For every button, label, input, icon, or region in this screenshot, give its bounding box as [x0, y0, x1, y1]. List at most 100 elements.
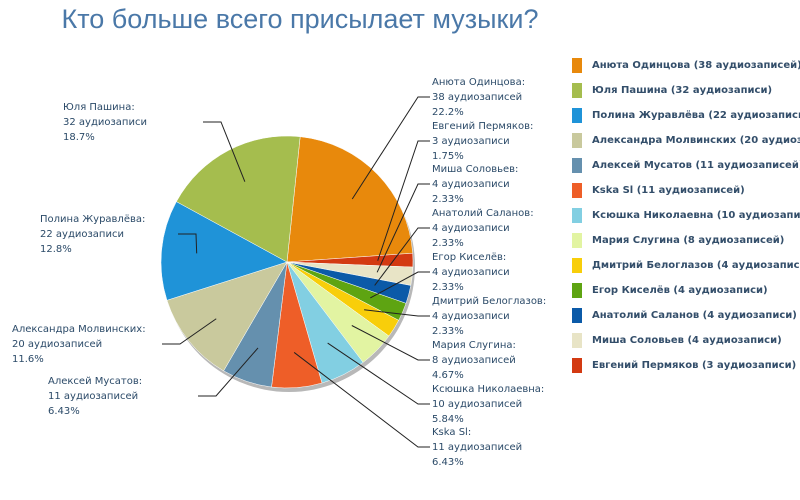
slice-name: Евгений Пермяков	[432, 121, 530, 132]
slice-suffix: :	[138, 376, 143, 387]
legend-item[interactable]: Анюта Одинцова (38 аудиозаписей)	[572, 53, 800, 78]
legend-item[interactable]: Егор Киселёв (4 аудиозаписи)	[572, 278, 800, 303]
slice-suffix: аудиозаписи	[52, 229, 124, 240]
slice-value: 20	[12, 339, 25, 350]
slice-label-percent: 4.67%	[432, 368, 516, 383]
slice-label-percent: 2.33%	[432, 236, 534, 251]
slice-label: Алексей Мусатов: 11 аудиозаписей 6.43%	[48, 374, 142, 419]
slice-label-value: 3 аудиозаписи	[432, 134, 533, 149]
legend-label: Юля Пашина (32 аудиозаписи)	[592, 85, 773, 96]
slice-label: Анюта Одинцова: 38 аудиозаписей 22.2%	[432, 75, 525, 120]
legend-item[interactable]: Мария Слугина (8 аудиозаписей)	[572, 228, 800, 253]
legend-swatch	[572, 58, 582, 73]
slice-suffix: :	[540, 384, 545, 395]
legend-swatch	[572, 233, 582, 248]
slice-label-name: Дмитрий Белоглазов:	[432, 294, 546, 309]
slice-suffix: аудиозаписей	[24, 339, 103, 350]
slice-name: Анюта Одинцова	[432, 77, 522, 88]
legend-item[interactable]: Александра Молвинских (20 аудиозаписей)	[572, 128, 800, 153]
slice-label-value: 20 аудиозаписей	[12, 337, 146, 352]
slice-label-value: 38 аудиозаписей	[432, 90, 525, 105]
slice-label: Евгений Пермяков: 3 аудиозаписи 1.75%	[432, 119, 533, 164]
slice-label: Дмитрий Белоглазов: 4 аудиозаписи 2.33%	[432, 294, 546, 339]
slice-suffix: аудиозаписей	[444, 399, 523, 410]
slice-suffix: аудиозаписи	[438, 179, 510, 190]
slice-label-percent: 6.43%	[48, 404, 142, 419]
slice-suffix: аудиозаписи	[438, 223, 510, 234]
legend-item[interactable]: Kska Sl (11 аудиозаписей)	[572, 178, 800, 203]
legend-swatch	[572, 333, 582, 348]
slice-percent: 2.33%	[432, 194, 464, 205]
legend-label: Алексей Мусатов (11 аудиозаписей)	[592, 160, 800, 171]
slice-label-percent: 11.6%	[12, 352, 146, 367]
slice-suffix: аудиозаписей	[444, 92, 523, 103]
leader-line	[377, 140, 430, 261]
legend-swatch	[572, 158, 582, 173]
legend-item[interactable]: Дмитрий Белоглазов (4 аудиозаписи)	[572, 253, 800, 278]
slice-percent: 11.6%	[12, 354, 44, 365]
pie-slice[interactable]	[160, 201, 288, 301]
slice-percent: 1.75%	[432, 151, 464, 162]
slice-label: Мария Слугина: 8 аудиозаписей 4.67%	[432, 338, 516, 383]
legend-item[interactable]: Юля Пашина (32 аудиозаписи)	[572, 78, 800, 103]
pie-slice[interactable]	[176, 135, 301, 263]
slice-label-value: 4 аудиозаписи	[432, 177, 518, 192]
legend-label: Евгений Пермяков (3 аудиозаписи)	[592, 360, 797, 371]
slice-label-value: 11 аудиозаписей	[432, 440, 522, 455]
slice-suffix: :	[467, 427, 472, 438]
leader-line	[178, 233, 198, 254]
leader-line	[376, 183, 430, 273]
slice-suffix: аудиозаписи	[438, 136, 510, 147]
legend-swatch	[572, 83, 582, 98]
slice-suffix: аудиозаписей	[444, 442, 523, 453]
slice-label-percent: 2.33%	[432, 192, 518, 207]
slice-label-name: Анюта Одинцова:	[432, 75, 525, 90]
slice-name: Полина Журавлёва	[40, 214, 142, 225]
slice-label: Юля Пашина: 32 аудиозаписи 18.7%	[63, 100, 147, 145]
slice-label-percent: 1.75%	[432, 149, 533, 164]
slice-percent: 5.84%	[432, 414, 464, 425]
slice-name: Алексей Мусатов	[48, 376, 139, 387]
slice-label-name: Kska Sl:	[432, 425, 522, 440]
legend-item[interactable]: Евгений Пермяков (3 аудиозаписи)	[572, 353, 800, 378]
slice-suffix: аудиозаписи	[75, 117, 147, 128]
legend-item[interactable]: Анатолий Саланов (4 аудиозаписи)	[572, 303, 800, 328]
legend-swatch	[572, 208, 582, 223]
legend-label: Анюта Одинцова (38 аудиозаписей)	[592, 60, 800, 71]
slice-percent: 6.43%	[48, 406, 80, 417]
pie-slice[interactable]	[286, 136, 413, 263]
slice-percent: 2.33%	[432, 326, 464, 337]
slice-suffix: :	[502, 252, 507, 263]
legend-item[interactable]: Алексей Мусатов (11 аудиозаписей)	[572, 153, 800, 178]
slice-label-name: Юля Пашина:	[63, 100, 147, 115]
legend-label: Миша Соловьев (4 аудиозаписи)	[592, 335, 782, 346]
slice-suffix: аудиозаписей	[60, 391, 139, 402]
slice-value: 32	[63, 117, 76, 128]
legend-label: Полина Журавлёва (22 аудиозаписи)	[592, 110, 800, 121]
pie-slice[interactable]	[166, 261, 288, 372]
slice-label-value: 4 аудиозаписи	[432, 309, 546, 324]
slice-label: Александра Молвинских: 20 аудиозаписей 11.…	[12, 322, 146, 367]
slice-percent: 4.67%	[432, 370, 464, 381]
slice-label: Полина Журавлёва: 22 аудиозаписи 12.8%	[40, 212, 145, 257]
legend-item[interactable]: Ксюшка Николаевна (10 аудиозаписей)	[572, 203, 800, 228]
slice-label-name: Егор Киселёв:	[432, 250, 510, 265]
slice-value: 38	[432, 92, 445, 103]
slice-value: 10	[432, 399, 445, 410]
leader-line	[203, 121, 246, 182]
leader-line	[327, 342, 430, 405]
slice-value: 3	[432, 136, 439, 147]
slice-label: Ксюшка Николаевна: 10 аудиозаписей 5.84%	[432, 382, 544, 427]
leader-line	[351, 325, 430, 361]
slice-suffix: :	[529, 121, 534, 132]
legend-item[interactable]: Миша Соловьев (4 аудиозаписи)	[572, 328, 800, 353]
slice-name: Дмитрий Белоглазов	[432, 296, 543, 307]
slice-label-name: Полина Журавлёва:	[40, 212, 145, 227]
legend-label: Дмитрий Белоглазов (4 аудиозаписи)	[592, 260, 800, 271]
legend-item[interactable]: Полина Журавлёва (22 аудиозаписи)	[572, 103, 800, 128]
slice-name: Мария Слугина	[432, 340, 513, 351]
slice-suffix: аудиозаписи	[438, 267, 510, 278]
legend-label: Егор Киселёв (4 аудиозаписи)	[592, 285, 768, 296]
slice-value: 4	[432, 311, 439, 322]
slice-label: Kska Sl: 11 аудиозаписей 6.43%	[432, 425, 522, 470]
